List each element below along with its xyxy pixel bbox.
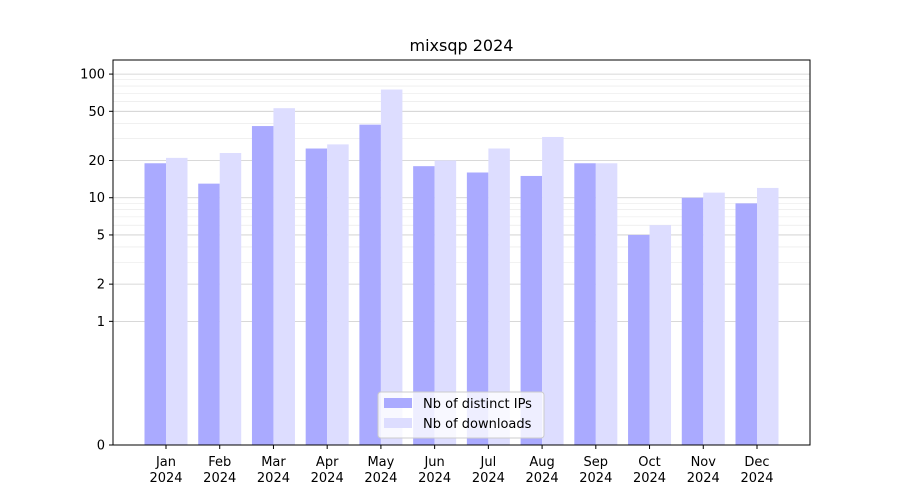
bar-distinct-ips (305, 148, 328, 445)
y-tick-label: 100 (80, 68, 105, 83)
x-tick-label-year: 2024 (257, 471, 290, 486)
x-tick-label-month: Feb (208, 455, 231, 470)
x-tick-label-month: Aug (529, 455, 554, 470)
y-tick-label: 0 (97, 439, 105, 454)
x-tick-label-month: May (367, 455, 394, 470)
y-tick-label: 20 (88, 154, 105, 169)
x-tick-label-month: Apr (316, 455, 339, 470)
bar-downloads (488, 148, 510, 445)
x-tick-label-year: 2024 (472, 471, 505, 486)
x-tick-label-month: Dec (744, 455, 769, 470)
bar-downloads (703, 192, 725, 445)
x-tick-label-year: 2024 (526, 471, 559, 486)
y-tick-label: 5 (97, 228, 105, 243)
bar-downloads (219, 153, 242, 445)
legend-swatch-distinct-ips (384, 398, 412, 408)
legend-box (377, 391, 545, 439)
x-tick-label-year: 2024 (149, 471, 182, 486)
legend: Nb of distinct IPs Nb of downloads (377, 391, 545, 439)
bar-downloads (166, 157, 188, 446)
bar-distinct-ips (574, 163, 596, 445)
bar-downloads (434, 160, 457, 445)
x-tick-label-year: 2024 (687, 471, 720, 486)
x-tick-label-month: Mar (261, 455, 286, 470)
x-tick-label-year: 2024 (740, 471, 773, 486)
bar-distinct-ips (681, 197, 704, 445)
chart-title: mixsqp 2024 (410, 36, 514, 55)
y-tick-label: 10 (88, 191, 105, 206)
bar-downloads (273, 108, 295, 445)
x-tick-label-month: Sep (584, 455, 609, 470)
x-tick-label-year: 2024 (633, 471, 666, 486)
y-tick-label: 2 (97, 278, 105, 293)
bar-distinct-ips (413, 166, 435, 445)
bar-distinct-ips (144, 163, 166, 445)
bar-distinct-ips (251, 126, 274, 445)
bar-distinct-ips (198, 183, 220, 445)
bar-distinct-ips (735, 203, 757, 445)
plot-frame (112, 59, 811, 446)
legend-swatch-downloads (384, 418, 412, 428)
x-tick-label-year: 2024 (418, 471, 451, 486)
y-tick-label: 50 (88, 105, 105, 120)
bar-distinct-ips (520, 175, 543, 445)
x-tick-label-month: Oct (638, 455, 660, 470)
y-tick-label: 1 (97, 315, 105, 330)
x-tick-label-month: Jan (155, 455, 176, 470)
x-tick-label-month: Jun (423, 455, 444, 470)
bar-distinct-ips (466, 172, 489, 446)
bar-distinct-ips (359, 124, 381, 445)
bar-downloads (327, 144, 349, 445)
bar-downloads (649, 225, 672, 445)
x-axis: Jan2024Feb2024Mar2024Apr2024May2024Jun20… (149, 445, 774, 486)
bar-downloads (757, 187, 779, 445)
x-tick-label-year: 2024 (203, 471, 236, 486)
legend-label-distinct-ips: Nb of distinct IPs (423, 397, 532, 412)
x-tick-label-year: 2024 (364, 471, 397, 486)
bar-downloads (542, 136, 564, 445)
bar-downloads (595, 163, 618, 445)
bar-distinct-ips (628, 234, 650, 445)
x-tick-label-year: 2024 (311, 471, 344, 486)
legend-label-downloads: Nb of downloads (423, 417, 532, 432)
bar-downloads (380, 89, 403, 445)
x-tick-label-month: Nov (691, 455, 717, 470)
x-tick-label-month: Jul (480, 455, 497, 470)
bars (144, 89, 779, 446)
y-axis: 0 1 2 5 10 20 50 100 (80, 68, 113, 454)
x-tick-label-year: 2024 (579, 471, 612, 486)
